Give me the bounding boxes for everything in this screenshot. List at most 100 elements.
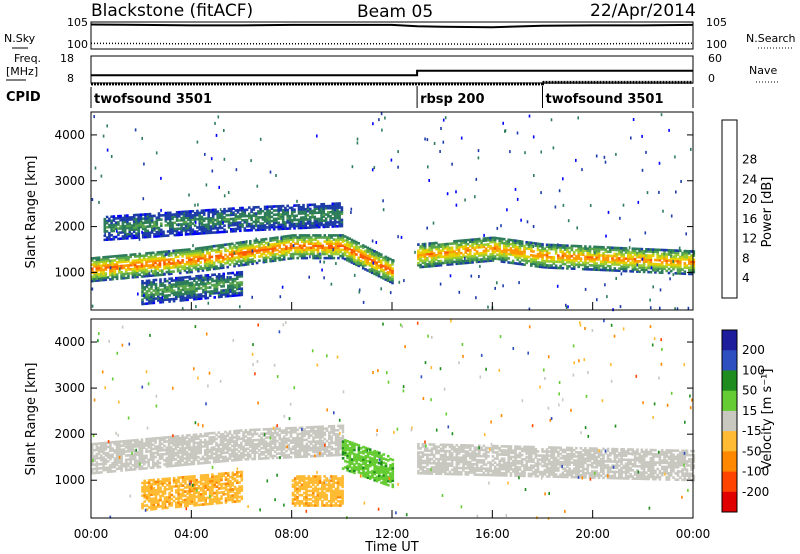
power-echo-cell [482,243,486,247]
velocity-echo-cell [206,457,209,460]
power-echo-cell [631,249,635,252]
velocity-echo-cell [100,442,103,445]
power-echo-cell [137,219,140,223]
power-echo-cell [328,234,331,237]
power-echo-cell [577,265,580,269]
velocity-echo-cell [129,441,132,445]
freq-ytick: 18 [60,52,74,65]
power-echo-cell [194,249,198,253]
power-echo-cell [148,214,152,218]
velocity-echo-cell [258,428,261,431]
power-speckle [279,295,282,299]
velocity-echo-cell [185,442,189,446]
power-echo-cell [545,260,549,263]
power-echo-cell [150,291,153,295]
power-echo-cell [622,263,626,267]
velocity-echo-cell [212,431,216,435]
power-speckle [148,272,151,276]
power-echo-cell [581,261,585,265]
power-echo-cell [310,238,313,241]
power-echo-cell [223,216,226,219]
power-echo-cell [233,279,237,283]
velocity-echo-cell [113,461,117,465]
velocity-echo-cell [138,457,141,460]
power-echo-cell [293,208,296,211]
power-echo-cell [141,213,145,216]
velocity-echo-cell [91,442,94,446]
velocity-echo-cell [100,456,103,460]
power-echo-cell [319,256,322,260]
power-echo-cell [462,261,465,265]
power-echo-cell [590,255,594,259]
velocity-echo-cell [131,455,135,459]
power-echo-cell [163,260,166,264]
velocity-echo-cell [269,440,272,443]
velocity-echo-cell [129,462,132,465]
power-echo-cell [185,262,189,266]
power-echo-cell [373,258,376,261]
velocity-echo-cell [206,448,209,452]
power-echo-cell [179,297,183,300]
power-echo-cell [148,233,152,236]
power-echo-cell [672,251,675,254]
power-echo-cell [527,243,531,246]
power-echo-cell [291,236,295,239]
power-echo-cell [140,258,144,262]
power-echo-cell [163,250,166,254]
power-echo-cell [223,230,226,234]
power-echo-cell [331,223,335,226]
power-echo-cell [645,248,648,251]
power-echo-cell [334,240,338,243]
power-echo-cell [584,247,587,250]
power-echo-cell [228,263,232,266]
velocity-echo-cell [120,458,123,462]
power-echo-cell [640,266,644,269]
power-echo-cell [266,205,269,209]
power-echo-cell [679,272,682,275]
power-echo-cell [208,257,211,261]
power-echo-cell [318,219,321,223]
power-echo-cell [539,249,542,252]
power-echo-cell [165,266,169,270]
power-echo-cell [520,244,524,248]
velocity-echo-cell [287,445,290,449]
power-echo-cell [640,249,644,253]
velocity-echo-cell [235,442,239,445]
power-echo-cell [230,209,233,213]
power-echo-cell [511,239,515,242]
power-echo-cell [235,262,239,266]
velocity-echo-cell [102,448,105,451]
power-echo-cell [278,258,281,262]
power-echo-cell [180,210,183,214]
power-echo-cell [466,261,470,265]
power-echo-cell [516,258,519,261]
power-echo-cell [341,240,345,243]
power-echo-cell [473,258,477,262]
velocity-echo-cell [109,464,112,467]
power-speckle [581,168,583,172]
power-echo-cell [332,242,336,245]
velocity-echo-cell [267,452,270,456]
power-echo-cell [346,254,349,258]
power-echo-cell [489,255,492,258]
power-echo-cell [190,285,194,289]
power-echo-cell [631,268,635,271]
velocity-echo-cell [170,454,173,457]
power-echo-cell [153,214,156,218]
power-echo-cell [251,245,254,249]
power-echo-cell [305,250,309,254]
power-speckle [605,234,607,238]
power-echo-cell [279,207,283,210]
power-echo-cell [154,265,157,269]
power-echo-cell [552,262,556,265]
velocity-echo-cell [181,447,184,450]
power-echo-cell [158,269,162,272]
power-echo-cell [154,289,158,292]
power-speckle [685,232,687,236]
power-echo-cell [386,267,390,270]
power-echo-cell [163,267,166,270]
power-echo-cell [175,215,179,218]
power-echo-cell [153,233,156,236]
power-speckle [567,305,569,309]
velocity-echo-cell [294,447,297,450]
